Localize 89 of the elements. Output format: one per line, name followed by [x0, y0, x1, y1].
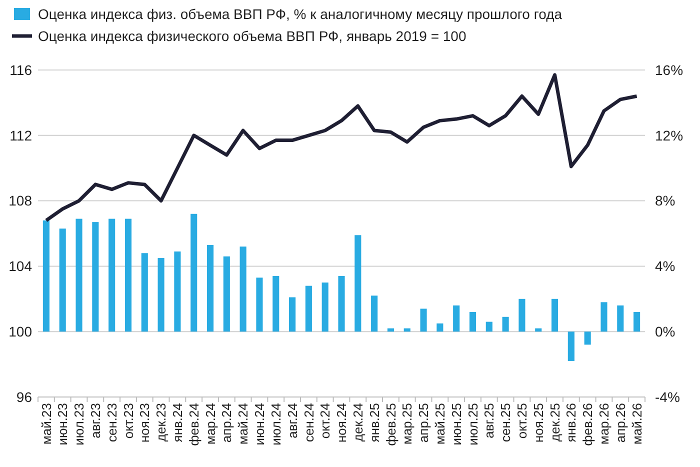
- bar: [486, 322, 492, 332]
- legend-label: Оценка индекса физ. объема ВВП РФ, % к аналогичному месяцу прошлого года: [38, 6, 562, 22]
- x-tick-label: окт.25: [514, 403, 530, 439]
- bar: [42, 220, 50, 332]
- x-tick-label: сен.25: [498, 403, 514, 442]
- y-tick-label: 108: [8, 192, 32, 209]
- x-tick-label: мар.25: [400, 403, 415, 444]
- bar: [535, 328, 542, 332]
- y-tick-label: 104: [8, 258, 32, 274]
- x-tick-label: дек.24: [350, 403, 366, 442]
- bar: [371, 296, 378, 332]
- x-tick-label: апр.26: [612, 403, 628, 443]
- legend-label: Оценка индекса физического объема ВВП РФ, январь 2019 = 100: [38, 28, 466, 44]
- y-tick-label: 116: [10, 62, 32, 78]
- x-tick-label: май.25: [432, 403, 448, 445]
- x-tick-label: май.26: [629, 403, 644, 445]
- x-tick-label: ноя.23: [137, 403, 152, 443]
- bar: [124, 218, 132, 332]
- bar: [322, 282, 328, 332]
- bar: [76, 218, 82, 332]
- x-tick-label: авг.25: [482, 403, 497, 438]
- x-tick-label: апр.24: [219, 403, 234, 443]
- x-tick-label: июл.24: [268, 403, 284, 446]
- y-tick-label: 100: [8, 324, 32, 340]
- y2-tick-label: 0%: [655, 324, 676, 340]
- bar: [158, 258, 164, 332]
- y2-tick-label: 12%: [655, 127, 684, 144]
- x-tick-label: май.24: [236, 403, 251, 445]
- x-tick-label: дек.23: [154, 403, 169, 442]
- x-tick-label: окт.23: [120, 403, 136, 439]
- y2-tick-label: 8%: [655, 192, 676, 209]
- bar: [305, 286, 312, 332]
- x-tick-label: май.23: [38, 403, 54, 445]
- x-tick-label: окт.24: [318, 403, 333, 439]
- bar: [518, 298, 526, 332]
- bar: [174, 251, 181, 332]
- bar: [584, 332, 591, 345]
- x-tick-label: июн.24: [252, 403, 268, 446]
- x-tick-label: авг.24: [284, 403, 300, 438]
- bar: [469, 312, 476, 332]
- x-tick-label: мар.26: [596, 403, 612, 444]
- x-tick-label: янв.25: [366, 403, 382, 442]
- x-tick-label: фев.26: [580, 403, 596, 446]
- y-tick-label: 112: [10, 127, 32, 144]
- x-tick-label: фев.25: [383, 403, 398, 446]
- x-tick-label: июн.23: [55, 403, 70, 446]
- x-tick-label: июл.25: [465, 403, 480, 446]
- bar: [240, 246, 246, 332]
- bar: [453, 305, 460, 332]
- bar: [354, 235, 362, 332]
- bar: [190, 214, 198, 332]
- bar: [289, 297, 296, 332]
- x-tick-label: сен.23: [104, 403, 120, 442]
- bar: [420, 308, 427, 332]
- bar: [436, 323, 444, 332]
- bar: [600, 302, 608, 332]
- x-tick-label: июл.23: [72, 403, 87, 446]
- y2-tick-label: -4%: [655, 388, 680, 405]
- bar: [551, 298, 558, 332]
- x-tick-label: мар.24: [202, 403, 218, 444]
- bar: [256, 278, 263, 332]
- x-tick-label: июн.25: [448, 403, 464, 446]
- x-tick-label: апр.25: [416, 403, 432, 443]
- bar: [634, 312, 640, 332]
- bar: [568, 332, 574, 362]
- bar: [108, 218, 116, 332]
- x-tick-label: ноя.25: [530, 403, 546, 443]
- bar: [404, 328, 410, 332]
- x-tick-label: авг.23: [88, 403, 103, 438]
- bar: [141, 253, 148, 332]
- x-tick-label: сен.24: [301, 403, 316, 442]
- x-tick-label: дек.25: [547, 403, 562, 442]
- line-series: [44, 73, 639, 222]
- y2-tick-label: 16%: [655, 62, 684, 78]
- bar: [59, 228, 66, 332]
- bar: [223, 256, 230, 332]
- bar: [206, 244, 214, 332]
- bar: [617, 305, 624, 332]
- bar: [92, 222, 99, 332]
- bar: [387, 328, 394, 332]
- x-tick-label: янв.24: [170, 403, 185, 442]
- x-tick-label: ноя.24: [334, 403, 350, 443]
- y2-tick-label: 4%: [655, 258, 676, 274]
- bar: [338, 276, 345, 332]
- x-tick-label: янв.26: [564, 403, 579, 442]
- y-tick-label: 96: [16, 388, 32, 405]
- bar: [502, 316, 509, 332]
- bar: [272, 276, 280, 332]
- x-tick-label: фев.24: [186, 403, 202, 446]
